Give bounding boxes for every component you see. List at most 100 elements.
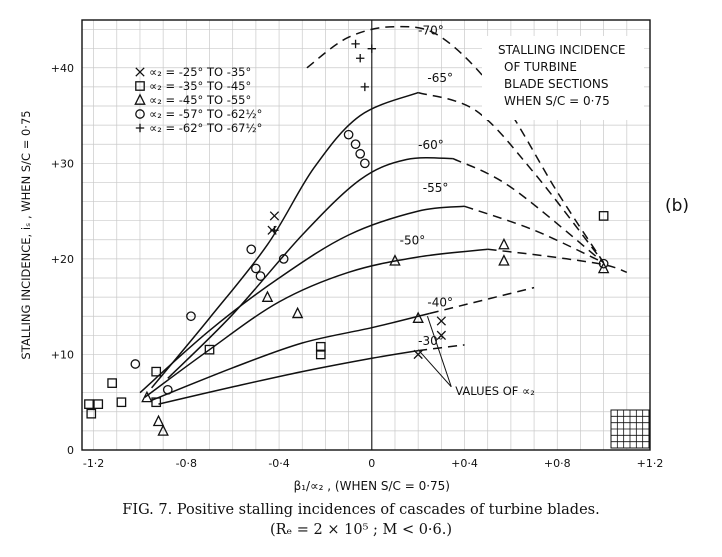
data-point-triangle (261, 290, 274, 302)
curve-dashed-6 (306, 25, 605, 264)
legend-label: ∝₂ = -25° TO -35° (149, 65, 251, 79)
curve-label: -40° (427, 296, 453, 310)
x-tick-label: +0·8 (544, 457, 571, 470)
data-point-circle (246, 244, 257, 255)
curve-label: -55° (423, 181, 449, 195)
data-point-plus (367, 44, 376, 53)
data-point-square (86, 408, 97, 419)
caption-line-2: (Rₑ = 2 × 10⁵ ; M < 0·6.) (269, 522, 453, 538)
curve-solid-2 (144, 248, 488, 399)
annotation-arrow (426, 316, 452, 387)
data-point-circle (355, 148, 366, 159)
data-point-plus (360, 82, 370, 92)
y-axis-label: STALLING INCIDENCE, iₛ , WHEN S/C = 0·75 (19, 110, 33, 359)
chart-labels: -30° -40° -50° -55° -60° -65° -70° VALUES OF ∝₂ (400, 23, 535, 397)
curve-solid-4 (167, 156, 453, 379)
data-point-square (315, 349, 326, 360)
chart-axes: -1·2 -0·8 -0·4 0 +0·4 +0·8 +1·2 0 +10 +20 +30 +40 β₁… (19, 19, 664, 493)
chart-curves (139, 25, 628, 405)
x-tick-label: -1·2 (83, 457, 104, 470)
chart-points (84, 39, 610, 436)
x-tick-label: +1·2 (637, 457, 664, 470)
legend-label: ∝₂ = -35° TO -45° (149, 79, 251, 93)
data-point-circle (350, 139, 361, 150)
data-point-circle (186, 311, 196, 322)
chart-figure: -1·2 -0·8 -0·4 0 +0·4 +0·8 +1·2 0 +10 +20 +30 +40 β₁… (19, 19, 689, 493)
annotation-arrow (417, 349, 452, 388)
curve-solid-0 (158, 349, 419, 405)
chart-title-line: WHEN S/C = 0·75 (504, 94, 610, 108)
data-point-square (151, 366, 162, 377)
data-point-circle (255, 271, 266, 281)
data-point-circle (343, 129, 354, 140)
x-tick-label: +0·4 (451, 457, 478, 470)
y-tick-label: +20 (51, 253, 74, 266)
y-tick-label: +10 (51, 348, 74, 361)
y-tick-label: +40 (51, 62, 74, 75)
chart-title-box: STALLING INCIDENCE OF TURBINE BLADE SECTIO… (482, 36, 644, 120)
data-point-triangle (157, 424, 169, 436)
legend-marker-circle (135, 109, 145, 119)
data-point-plus (356, 54, 365, 63)
caption-line-1: FIG. 7. Positive stalling incidences of … (122, 502, 600, 518)
data-point-triangle (498, 254, 510, 266)
data-point-square (116, 397, 127, 408)
chart-title-line: STALLING INCIDENCE (498, 43, 625, 57)
data-point-square (204, 344, 215, 355)
title-box-background (482, 36, 644, 120)
data-point-square (107, 378, 117, 388)
curve-label: -60° (418, 138, 444, 152)
legend-label: ∝₂ = -57° TO -62½° (149, 107, 262, 121)
legend-label: ∝₂ = -62° TO -67½° (149, 121, 262, 135)
data-point-square (598, 211, 609, 221)
curve-dashed-1 (429, 286, 535, 315)
data-point-x (269, 211, 280, 221)
figure-caption: FIG. 7. Positive stalling incidences of … (0, 500, 722, 540)
legend-marker-square (135, 81, 145, 91)
data-point-circle (251, 263, 261, 274)
chart-title-line: OF TURBINE (504, 60, 577, 74)
x-axis-label: β₁/∝₂ , (WHEN S/C = 0·75) (294, 479, 450, 493)
data-point-triangle (389, 254, 401, 266)
data-point-triangle (291, 306, 304, 319)
data-point-circle (162, 384, 173, 395)
panel-label: (b) (665, 196, 689, 216)
data-point-x (436, 330, 447, 340)
annotation-text: VALUES OF ∝₂ (455, 384, 535, 398)
curve-label: -30° (418, 334, 444, 348)
curve-solid-1 (151, 312, 430, 401)
x-tick-label: 0 (368, 457, 375, 470)
legend-marker-triangle (134, 93, 146, 105)
data-point-x (436, 316, 447, 326)
data-point-circle (130, 359, 141, 369)
curve-dashed-4 (452, 157, 605, 264)
curve-label: -65° (427, 71, 453, 85)
legend-marker-plus (135, 123, 145, 133)
chart-legend: ∝₂ = -25° TO -35°∝₂ = -35° TO -45°∝₂ = -… (134, 65, 262, 135)
y-tick-label: 0 (67, 444, 74, 457)
curve-solid-3 (139, 205, 465, 394)
data-point-plus (351, 39, 360, 49)
x-tick-label: -0·8 (176, 457, 197, 470)
data-point-circle (359, 158, 370, 169)
y-tick-label: +30 (51, 157, 74, 170)
curve-label: -50° (400, 234, 426, 248)
data-point-plus (270, 226, 279, 235)
data-point-circle (278, 254, 289, 264)
legend-marker-x (135, 67, 145, 77)
x-tick-label: -0·4 (268, 457, 289, 470)
curve-dashed-3 (464, 205, 604, 264)
legend-label: ∝₂ = -45° TO -55° (149, 93, 251, 107)
curve-dashed-5 (417, 91, 605, 264)
data-point-square (93, 399, 104, 409)
data-point-circle (598, 258, 609, 269)
data-point-triangle (498, 237, 510, 250)
data-point-square (84, 399, 94, 409)
data-point-triangle (152, 414, 165, 427)
data-point-triangle (141, 390, 153, 403)
curve-solid-5 (151, 91, 419, 389)
data-point-x (413, 349, 423, 360)
curve-label: -70° (418, 23, 444, 37)
chart-title-line: BLADE SECTIONS (504, 77, 609, 91)
curve-dashed-0 (418, 344, 465, 352)
